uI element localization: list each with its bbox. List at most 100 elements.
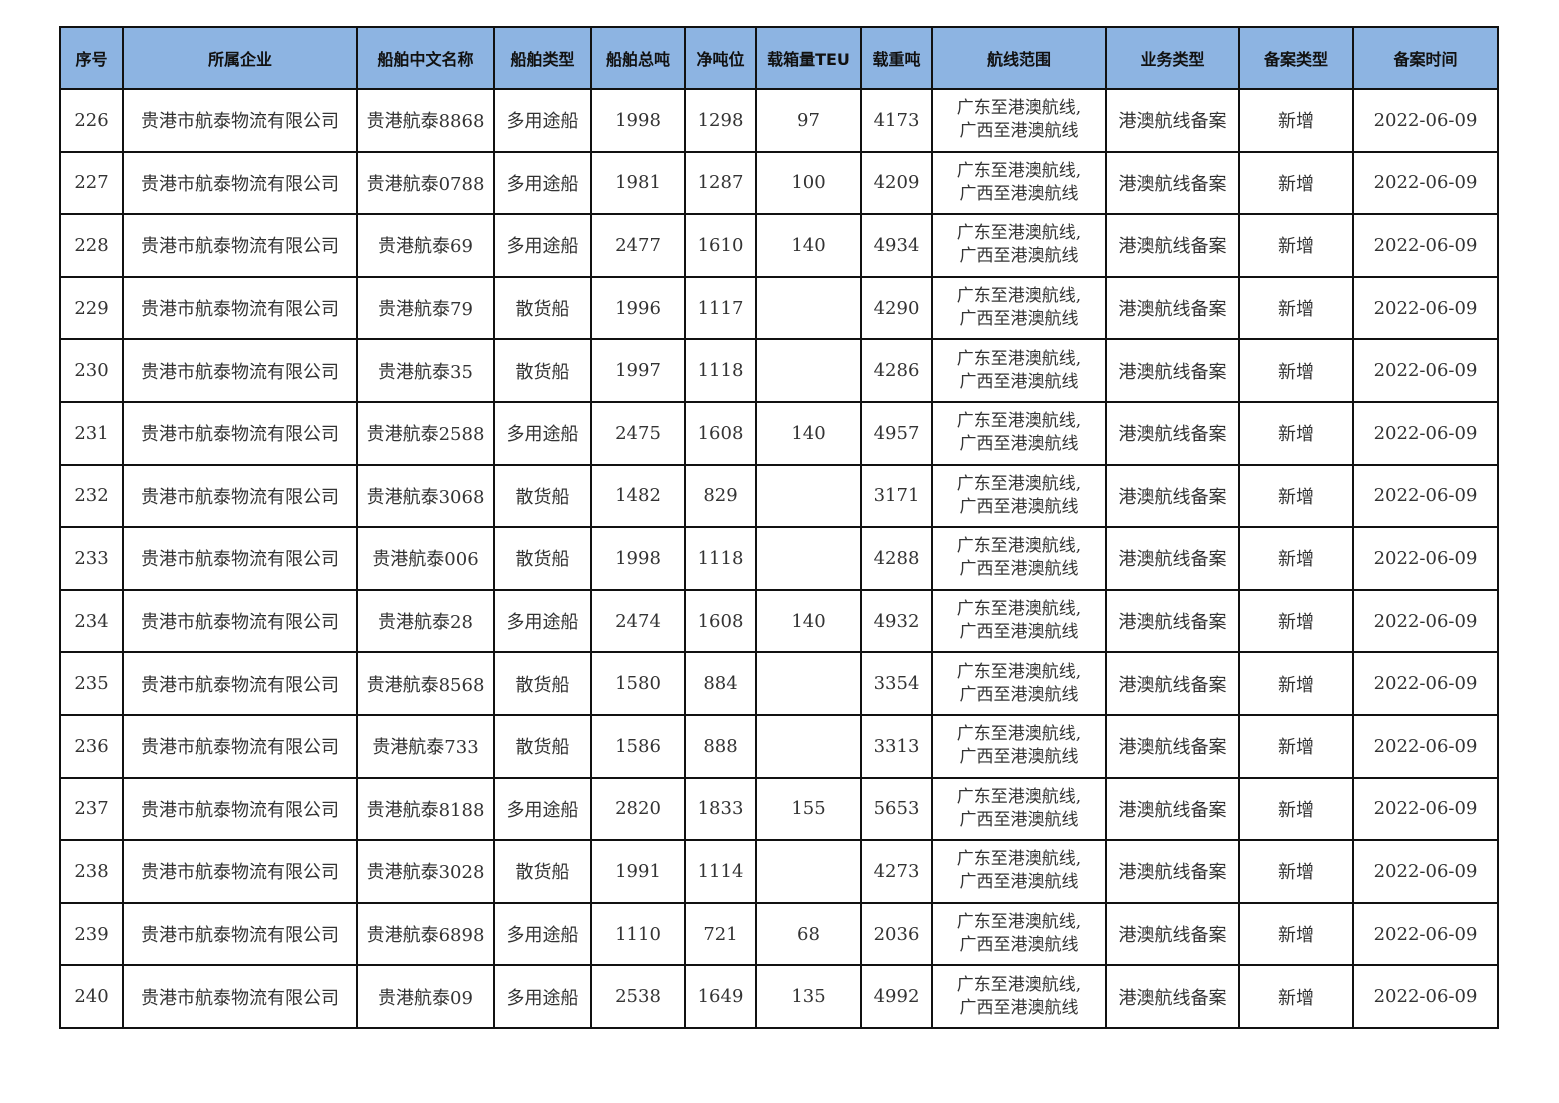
cell-route: 广东至港澳航线, 广西至港澳航线 xyxy=(931,338,1107,403)
cell-ship-type: 散货船 xyxy=(493,338,592,403)
cell-business-type: 港澳航线备案 xyxy=(1105,400,1240,466)
cell-deadweight: 4992 xyxy=(860,964,933,1029)
cell-company: 贵港市航泰物流有限公司 xyxy=(122,338,358,403)
cell-teu: 140 xyxy=(755,400,862,466)
cell-business-type: 港澳航线备案 xyxy=(1105,338,1240,403)
cell-ship-name: 贵港航泰09 xyxy=(356,964,495,1029)
col-header-route: 航线范围 xyxy=(931,26,1107,90)
table-row: 226 贵港市航泰物流有限公司 贵港航泰8868 多用途船 1998 1298 97 4173… xyxy=(59,88,1499,153)
cell-index: 240 xyxy=(59,964,124,1029)
cell-filing-date: 2022-06-09 xyxy=(1352,150,1499,216)
cell-filing-date: 2022-06-09 xyxy=(1352,275,1499,341)
cell-teu xyxy=(755,338,862,403)
col-header-index: 序号 xyxy=(59,26,124,90)
col-header-filing-date: 备案时间 xyxy=(1352,26,1499,90)
cell-gross-tonnage: 1991 xyxy=(590,839,686,904)
cell-teu: 97 xyxy=(755,88,862,153)
table-row: 238 贵港市航泰物流有限公司 贵港航泰3028 散货船 1991 1114 4273 广东至… xyxy=(59,839,1499,904)
cell-net-tonnage: 1610 xyxy=(684,213,757,278)
cell-ship-name: 贵港航泰8868 xyxy=(356,88,495,153)
cell-filing-date: 2022-06-09 xyxy=(1352,964,1499,1029)
cell-ship-name: 贵港航泰8568 xyxy=(356,651,495,716)
cell-net-tonnage: 1118 xyxy=(684,526,757,591)
cell-ship-name: 贵港航泰6898 xyxy=(356,901,495,967)
cell-company: 贵港市航泰物流有限公司 xyxy=(122,651,358,716)
cell-ship-type: 多用途船 xyxy=(493,213,592,278)
cell-deadweight: 2036 xyxy=(860,901,933,967)
col-header-net-tonnage: 净吨位 xyxy=(684,26,757,90)
table-body: 226 贵港市航泰物流有限公司 贵港航泰8868 多用途船 1998 1298 97 4173… xyxy=(59,88,1499,1029)
cell-index: 231 xyxy=(59,400,124,466)
cell-deadweight: 3313 xyxy=(860,713,933,779)
cell-ship-name: 贵港航泰733 xyxy=(356,713,495,779)
cell-filing-type: 新增 xyxy=(1238,400,1354,466)
cell-ship-name: 贵港航泰35 xyxy=(356,338,495,403)
cell-company: 贵港市航泰物流有限公司 xyxy=(122,400,358,466)
cell-index: 236 xyxy=(59,713,124,779)
cell-deadweight: 4290 xyxy=(860,275,933,341)
cell-index: 226 xyxy=(59,88,124,153)
cell-gross-tonnage: 1580 xyxy=(590,651,686,716)
cell-teu: 68 xyxy=(755,901,862,967)
cell-filing-type: 新增 xyxy=(1238,901,1354,967)
cell-ship-name: 贵港航泰3068 xyxy=(356,463,495,529)
cell-company: 贵港市航泰物流有限公司 xyxy=(122,463,358,529)
cell-gross-tonnage: 1981 xyxy=(590,150,686,216)
cell-gross-tonnage: 1998 xyxy=(590,526,686,591)
cell-net-tonnage: 1608 xyxy=(684,400,757,466)
cell-index: 237 xyxy=(59,776,124,842)
cell-teu: 100 xyxy=(755,150,862,216)
table-row: 235 贵港市航泰物流有限公司 贵港航泰8568 散货船 1580 884 3354 广东至港… xyxy=(59,651,1499,716)
cell-company: 贵港市航泰物流有限公司 xyxy=(122,150,358,216)
cell-route: 广东至港澳航线, 广西至港澳航线 xyxy=(931,463,1107,529)
cell-ship-name: 贵港航泰69 xyxy=(356,213,495,278)
cell-ship-type: 多用途船 xyxy=(493,588,592,654)
cell-deadweight: 4957 xyxy=(860,400,933,466)
cell-filing-date: 2022-06-09 xyxy=(1352,88,1499,153)
cell-ship-type: 多用途船 xyxy=(493,400,592,466)
cell-ship-type: 散货船 xyxy=(493,275,592,341)
cell-net-tonnage: 1118 xyxy=(684,338,757,403)
cell-deadweight: 4288 xyxy=(860,526,933,591)
cell-filing-date: 2022-06-09 xyxy=(1352,901,1499,967)
cell-index: 235 xyxy=(59,651,124,716)
cell-filing-date: 2022-06-09 xyxy=(1352,400,1499,466)
cell-gross-tonnage: 2475 xyxy=(590,400,686,466)
cell-net-tonnage: 1649 xyxy=(684,964,757,1029)
cell-net-tonnage: 888 xyxy=(684,713,757,779)
cell-company: 贵港市航泰物流有限公司 xyxy=(122,213,358,278)
col-header-filing-type: 备案类型 xyxy=(1238,26,1354,90)
cell-gross-tonnage: 1482 xyxy=(590,463,686,529)
cell-teu xyxy=(755,713,862,779)
cell-business-type: 港澳航线备案 xyxy=(1105,713,1240,779)
cell-route: 广东至港澳航线, 广西至港澳航线 xyxy=(931,275,1107,341)
cell-teu xyxy=(755,463,862,529)
cell-route: 广东至港澳航线, 广西至港澳航线 xyxy=(931,839,1107,904)
cell-filing-type: 新增 xyxy=(1238,713,1354,779)
cell-ship-type: 多用途船 xyxy=(493,964,592,1029)
cell-index: 229 xyxy=(59,275,124,341)
cell-deadweight: 4273 xyxy=(860,839,933,904)
cell-net-tonnage: 1287 xyxy=(684,150,757,216)
cell-filing-type: 新增 xyxy=(1238,776,1354,842)
cell-index: 232 xyxy=(59,463,124,529)
cell-net-tonnage: 1114 xyxy=(684,839,757,904)
cell-deadweight: 3171 xyxy=(860,463,933,529)
cell-filing-type: 新增 xyxy=(1238,651,1354,716)
cell-ship-name: 贵港航泰006 xyxy=(356,526,495,591)
cell-net-tonnage: 1117 xyxy=(684,275,757,341)
cell-index: 239 xyxy=(59,901,124,967)
cell-route: 广东至港澳航线, 广西至港澳航线 xyxy=(931,213,1107,278)
cell-filing-type: 新增 xyxy=(1238,275,1354,341)
cell-index: 238 xyxy=(59,839,124,904)
table-row: 228 贵港市航泰物流有限公司 贵港航泰69 多用途船 2477 1610 140 4934 广… xyxy=(59,213,1499,278)
cell-filing-type: 新增 xyxy=(1238,213,1354,278)
cell-filing-date: 2022-06-09 xyxy=(1352,338,1499,403)
table-row: 230 贵港市航泰物流有限公司 贵港航泰35 散货船 1997 1118 4286 广东至港澳… xyxy=(59,338,1499,403)
cell-company: 贵港市航泰物流有限公司 xyxy=(122,588,358,654)
cell-index: 228 xyxy=(59,213,124,278)
cell-index: 227 xyxy=(59,150,124,216)
cell-company: 贵港市航泰物流有限公司 xyxy=(122,713,358,779)
cell-ship-type: 散货船 xyxy=(493,839,592,904)
cell-ship-type: 多用途船 xyxy=(493,150,592,216)
